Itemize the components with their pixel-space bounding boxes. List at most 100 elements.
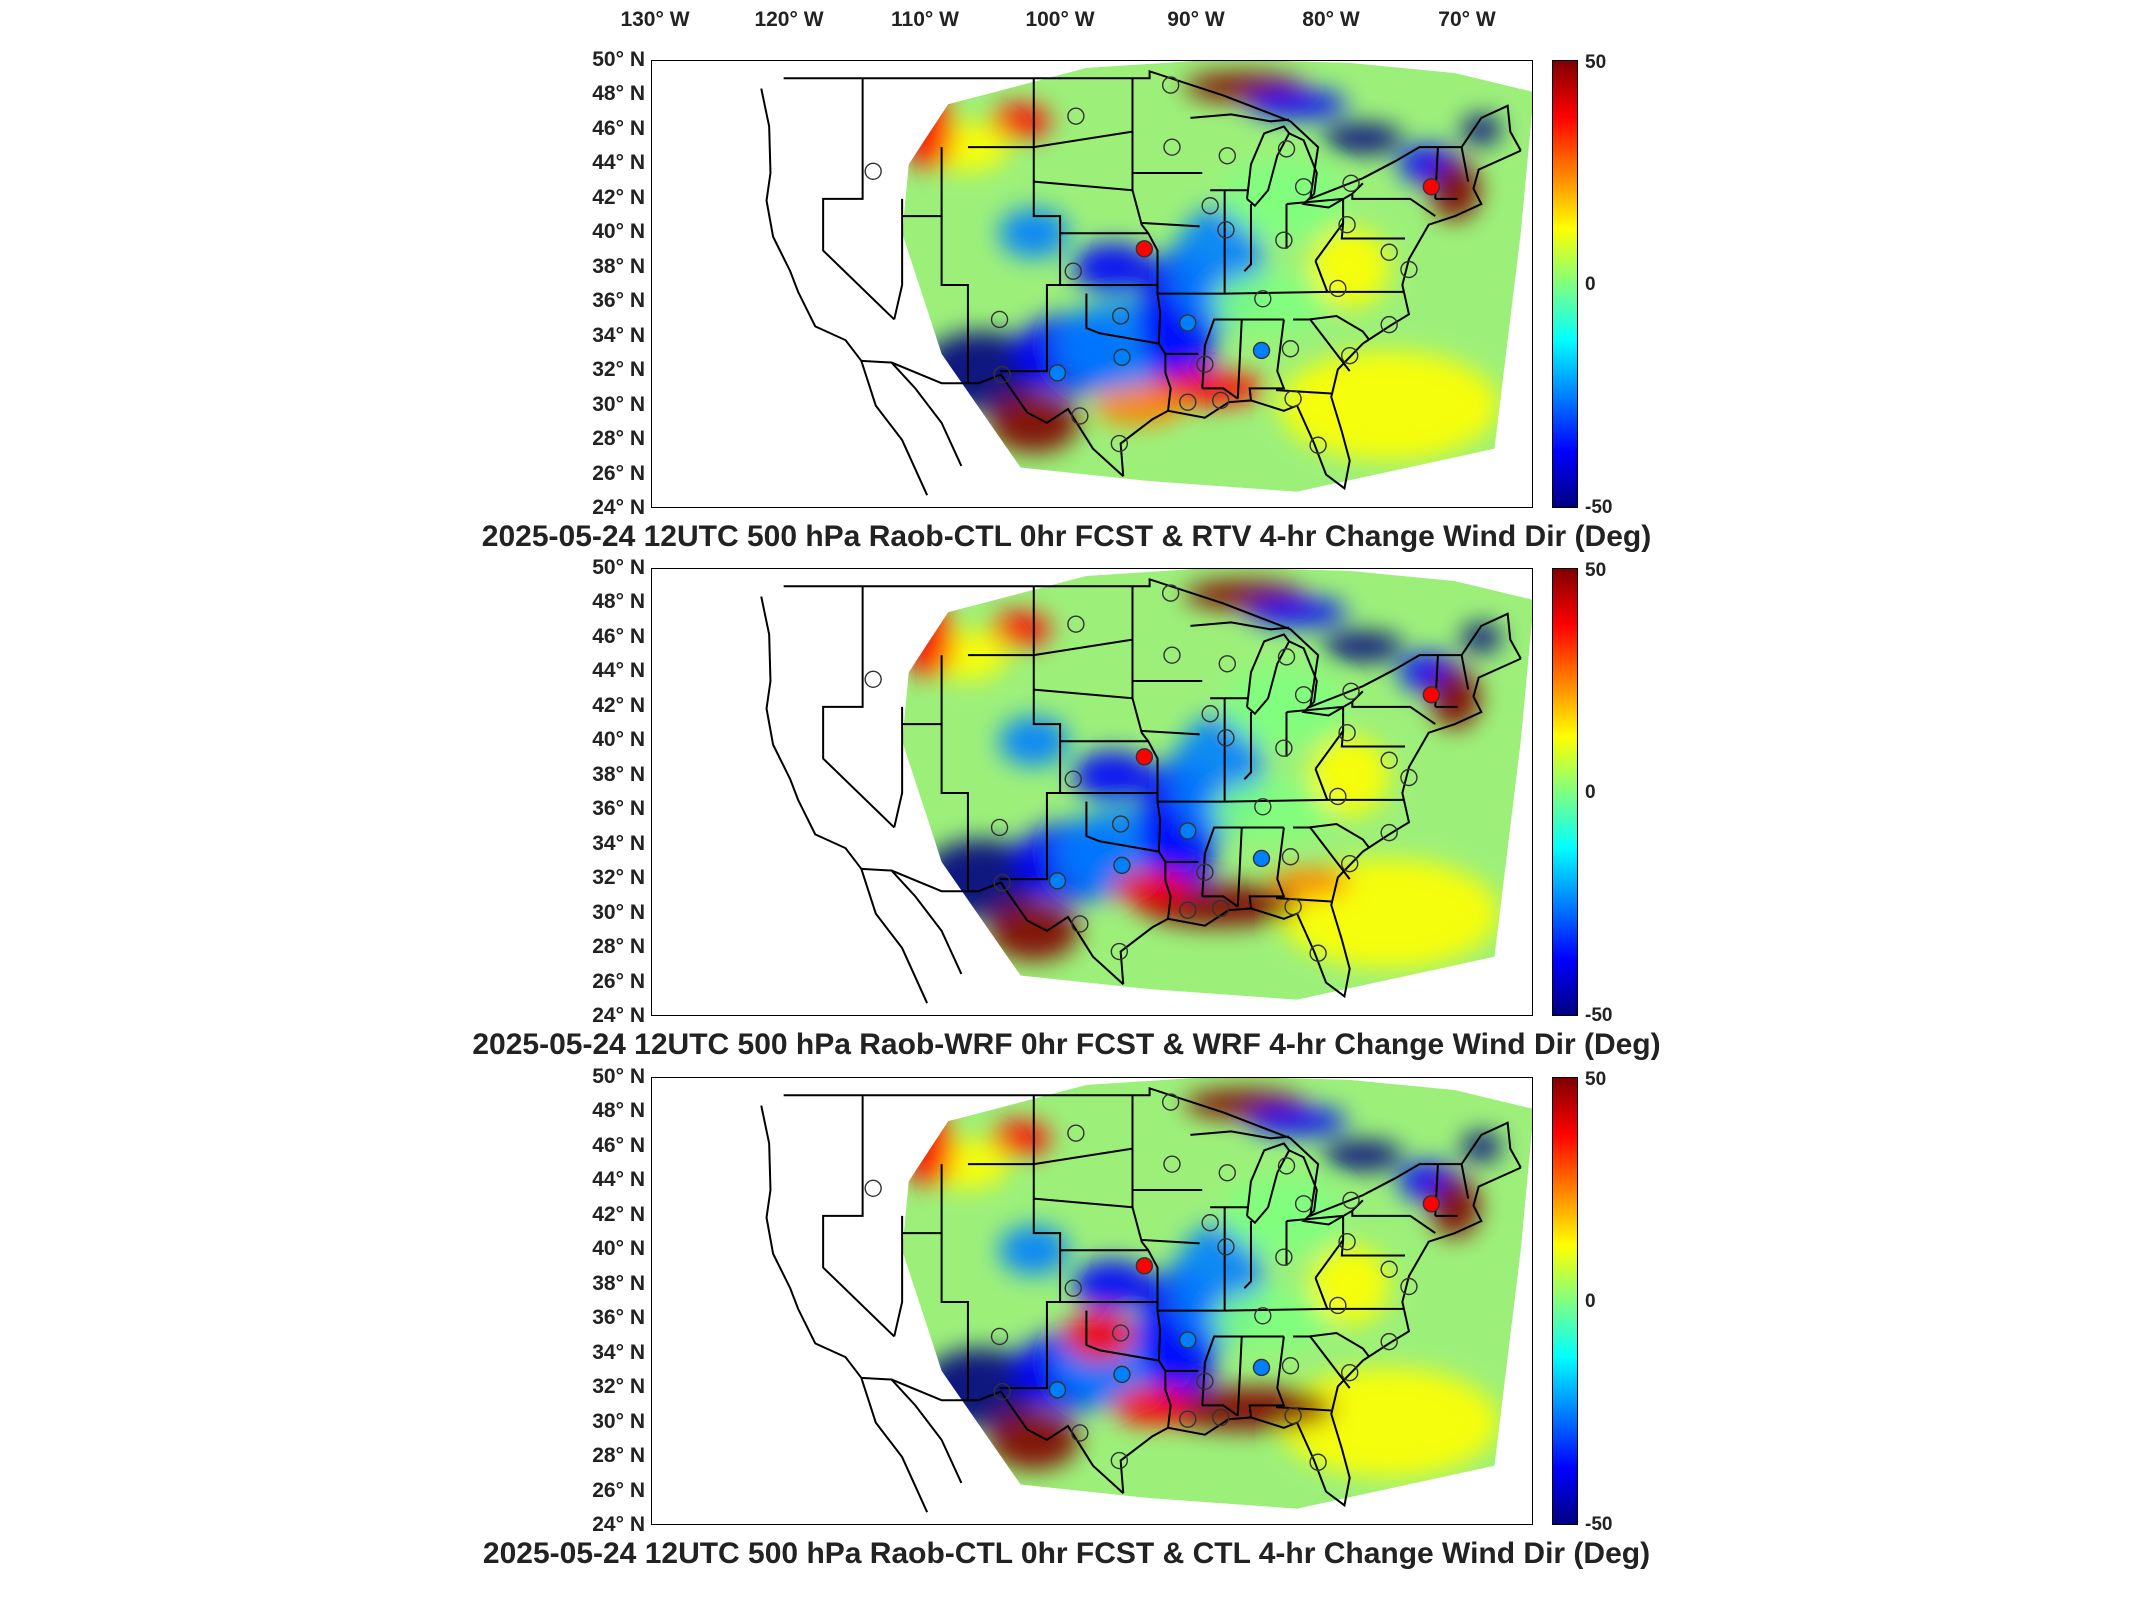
field-patch — [1309, 735, 1390, 816]
boundary-line — [1131, 78, 1162, 344]
lat-label: 28° N — [592, 1444, 645, 1468]
raob-station-marker — [1161, 1093, 1180, 1111]
lat-label: 30° N — [592, 392, 645, 416]
raob-station-marker — [1341, 854, 1359, 873]
raob-station-marker — [1211, 1408, 1230, 1427]
raob-station-marker — [1196, 355, 1214, 373]
raob-station-marker — [1422, 178, 1441, 196]
raob-station-marker — [1338, 1232, 1356, 1251]
boundary-line — [1275, 389, 1332, 395]
field-patch — [1154, 1386, 1335, 1431]
lat-label: 42° N — [592, 1202, 645, 1226]
field-patch — [1223, 158, 1344, 239]
raob-station-marker — [1071, 915, 1089, 933]
boundary-line — [1033, 1197, 1133, 1209]
boundary-line — [1236, 827, 1243, 907]
raob-station-marker — [993, 1382, 1011, 1401]
boundary-line — [1201, 1335, 1242, 1406]
lat-label: 24° N — [592, 1004, 645, 1027]
colorbar-min-label: -50 — [1585, 497, 1613, 518]
boundary-line — [1190, 1130, 1290, 1140]
boundary-line — [760, 596, 863, 870]
raob-station-marker — [1111, 1324, 1130, 1342]
raob-station-marker — [1400, 260, 1418, 279]
raob-station-marker — [1309, 1453, 1327, 1471]
lat-label: 36° N — [592, 797, 645, 821]
raob-station-marker — [993, 873, 1011, 892]
raob-station-marker — [1342, 682, 1360, 701]
raob-station-marker — [1338, 723, 1356, 742]
field-patch — [1072, 750, 1153, 801]
map-panel-2 — [651, 568, 1533, 1016]
raob-station-marker — [1252, 849, 1271, 868]
boundary-line — [1190, 113, 1290, 123]
field-patch — [988, 1409, 1079, 1470]
raob-station-marker — [1294, 178, 1313, 196]
boundary-line — [1119, 149, 1522, 491]
raob-station-marker — [1329, 787, 1347, 806]
boundary-line — [861, 1376, 1124, 1495]
raob-station-marker — [1211, 899, 1230, 918]
boundary-line — [860, 360, 929, 496]
boundary-line — [999, 586, 1062, 881]
colorbar-min-label: -50 — [1585, 1005, 1613, 1026]
raob-station-marker — [1281, 340, 1300, 358]
raob-station-marker — [1218, 147, 1236, 165]
raob-station-marker — [1294, 1195, 1313, 1213]
field-patch — [1322, 631, 1403, 662]
field-patch — [998, 1225, 1069, 1276]
boundary-line — [1309, 318, 1351, 372]
boundary-line — [1236, 1336, 1243, 1416]
field-patch — [988, 900, 1079, 961]
raob-station-marker — [1110, 434, 1129, 453]
lat-label: 32° N — [592, 1375, 645, 1399]
colorbar-mid-label: 0 — [1585, 782, 1596, 803]
boundary-line — [1275, 1406, 1332, 1412]
boundary-line — [999, 78, 1062, 373]
raob-station-marker — [1218, 655, 1236, 673]
boundary-line — [1141, 221, 1200, 228]
lat-label: 40° N — [592, 728, 645, 752]
raob-station-marker — [1254, 798, 1272, 816]
raob-station-marker — [1064, 262, 1082, 280]
map-panel-3 — [651, 1077, 1533, 1525]
map-panel-1 — [651, 60, 1533, 508]
boundary-line — [1060, 792, 1404, 803]
raob-station-marker — [1422, 1195, 1441, 1213]
boundary-line — [1314, 768, 1329, 801]
lat-label: 30° N — [592, 900, 645, 924]
lat-label: 36° N — [592, 289, 645, 313]
lat-label: 48° N — [592, 1099, 645, 1123]
lat-label: 34° N — [592, 831, 645, 855]
raob-station-marker — [1342, 174, 1360, 193]
panel-title: 2025-05-24 12UTC 500 hPa Raob-CTL 0hr FC… — [481, 520, 1652, 553]
lat-label: 40° N — [592, 1237, 645, 1261]
raob-station-marker — [1284, 1407, 1302, 1425]
boundary-line — [822, 586, 895, 829]
field-patch — [990, 103, 1051, 140]
boundary-line — [1248, 319, 1286, 401]
boundary-line — [1033, 688, 1133, 700]
lon-label: 80° W — [1302, 8, 1360, 31]
boundary-line — [1293, 314, 1371, 341]
field-patch — [998, 716, 1069, 767]
boundary-line — [1202, 1404, 1239, 1417]
colorbar-max-label: 50 — [1585, 52, 1607, 73]
boundary-line — [967, 638, 1133, 657]
lat-label: 42° N — [592, 693, 645, 717]
boundary-line — [1131, 586, 1162, 852]
field-patch — [1461, 114, 1502, 145]
lat-label: 50° N — [592, 556, 645, 579]
raob-station-marker — [1163, 138, 1181, 156]
raob-station-marker — [864, 1179, 882, 1197]
field-patch — [1072, 242, 1153, 293]
lat-label: 32° N — [592, 358, 645, 382]
raob-station-marker — [1275, 231, 1293, 249]
boundary-line — [1085, 293, 1172, 411]
raob-station-marker — [1252, 341, 1271, 360]
boundary-line — [1460, 654, 1470, 690]
boundary-line — [967, 1147, 1133, 1166]
boundary-line — [783, 577, 1522, 709]
boundary-line — [1314, 1277, 1329, 1310]
boundary-line — [1293, 1331, 1371, 1358]
